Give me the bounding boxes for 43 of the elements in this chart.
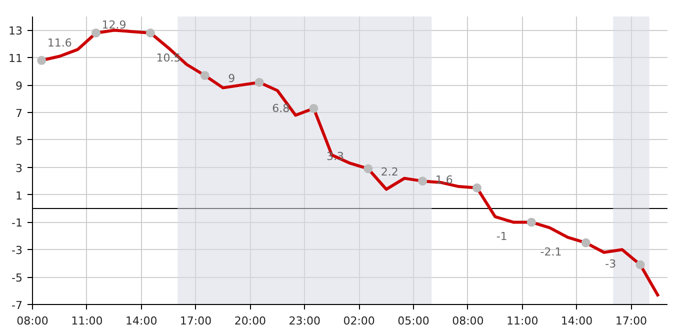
y-tick-label: -5: [12, 272, 22, 285]
data-label: 11.6: [47, 36, 72, 50]
x-tick-label: 23:00: [288, 314, 320, 328]
point: [92, 28, 100, 38]
x-tick-label: 14:00: [560, 314, 593, 328]
point: [636, 260, 645, 270]
x-tick-label: 17:00: [180, 314, 212, 328]
y-tick-label: -3: [12, 244, 22, 258]
x-tick-label: 17:00: [615, 314, 648, 328]
y-tick-label: -7: [12, 299, 22, 312]
data-label: -2.1: [540, 245, 562, 258]
x-tick-label: 08:00: [16, 314, 48, 328]
point: [146, 28, 155, 38]
y-tick-label: 11: [8, 52, 23, 66]
y-tick-label: 9: [16, 80, 22, 93]
x-tick-label: 11:00: [506, 314, 538, 328]
data-label: -1: [496, 230, 508, 244]
data-label: -3: [605, 258, 616, 271]
point: [200, 70, 210, 80]
y-tick-label: 3: [16, 162, 22, 175]
point: [472, 183, 482, 192]
y-tick-label: -1: [12, 216, 22, 230]
data-label: 9: [228, 72, 236, 86]
point: [309, 104, 318, 113]
point: [254, 78, 264, 87]
y-tick-label: 1: [16, 189, 22, 202]
y-tick-label: 7: [16, 107, 22, 120]
x-tick-label: 20:00: [234, 314, 266, 328]
point: [526, 218, 536, 227]
x-tick-label: 11:00: [71, 314, 103, 328]
x-tick-label: 02:00: [343, 314, 375, 328]
x-tick-label: 05:00: [398, 314, 430, 328]
point: [581, 238, 590, 248]
x-tick-label: 14:00: [126, 314, 158, 328]
x-tick-label: 08:00: [452, 314, 484, 328]
data-label: 12.9: [102, 18, 126, 32]
data-label: 2.2: [380, 165, 398, 178]
data-label: 6.8: [272, 102, 290, 116]
y-tick-label: 5: [16, 134, 22, 148]
point: [418, 176, 428, 186]
y-tick-label: 13: [8, 24, 23, 38]
point: [37, 56, 46, 65]
point: [364, 164, 373, 174]
